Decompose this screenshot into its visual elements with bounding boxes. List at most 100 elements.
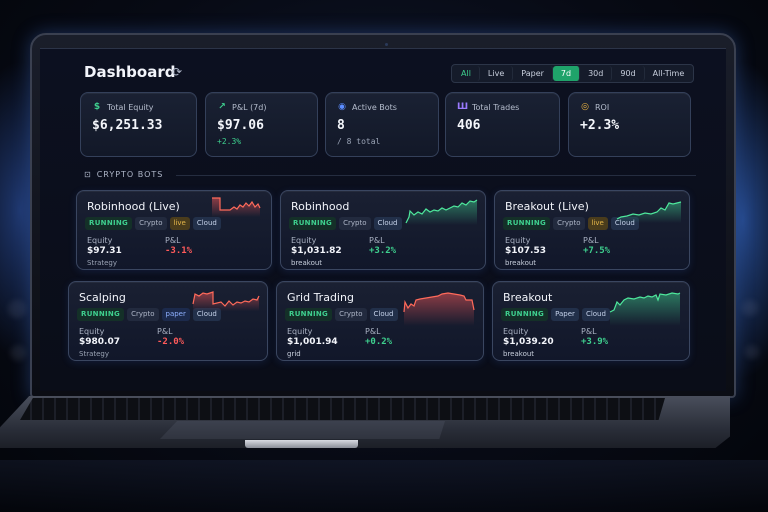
pnl-label: P&L [157, 327, 173, 336]
filter-paper[interactable]: Paper [513, 66, 553, 81]
pnl-label: P&L [365, 327, 381, 336]
market-tag: Crypto [127, 308, 159, 321]
stat-label: ROI [595, 102, 610, 112]
market-tag: Crypto [553, 217, 585, 230]
bokeh-light [10, 345, 26, 361]
sparkline-chart [212, 197, 261, 217]
market-tag: Crypto [335, 308, 367, 321]
stat-total: / 8 total [337, 137, 381, 146]
bot-card[interactable]: Breakout (Live) RUNNING Crypto live Clou… [494, 190, 690, 270]
mode-tag: live [587, 217, 608, 230]
bot-card[interactable]: Breakout RUNNING Paper Cloud Equity $1,0… [492, 281, 690, 361]
strategy-label: breakout [505, 259, 537, 267]
keyboard [20, 398, 665, 420]
sparkline-chart [405, 199, 478, 225]
host-tag: Cloud [581, 308, 610, 321]
strategy-label: Strategy [79, 350, 109, 358]
host-tag: Cloud [192, 217, 221, 230]
bot-name: Grid Trading [287, 291, 354, 304]
pnl-value: -3.1% [165, 246, 193, 256]
robot-icon: ⊡ [84, 170, 92, 179]
filter-all-time[interactable]: All-Time [652, 69, 685, 78]
refresh-icon[interactable]: ⟳ [172, 65, 183, 79]
host-tag: Cloud [369, 308, 398, 321]
equity-value: $980.07 [79, 337, 120, 347]
bar-chart-icon: Ш [457, 102, 469, 112]
stat-value: 406 [457, 118, 481, 133]
pnl-label: P&L [369, 236, 385, 245]
section-title: CRYPTO BOTS [96, 170, 164, 179]
stat-roi: ◎ ROI +2.3% [568, 92, 691, 157]
status-badge: RUNNING [503, 217, 551, 230]
stat-pnl-7d: ↗ P&L (7d) $97.06 +2.3% [205, 92, 318, 157]
sparkline-chart [192, 291, 260, 311]
market-tag: Crypto [339, 217, 371, 230]
equity-value: $1,001.94 [287, 337, 338, 347]
pnl-value: -2.0% [157, 337, 185, 347]
equity-value: $97.31 [87, 246, 122, 256]
strategy-label: Strategy [87, 259, 117, 267]
bot-name: Breakout [503, 291, 553, 304]
bot-card[interactable]: Scalping RUNNING Crypto paper Cloud Equi… [68, 281, 268, 361]
equity-label: Equity [505, 236, 531, 245]
stat-label: Total Equity [107, 102, 154, 112]
status-badge: RUNNING [501, 308, 549, 321]
equity-label: Equity [87, 236, 113, 245]
mode-tag: Paper [551, 308, 579, 321]
equity-label: Equity [503, 327, 529, 336]
stat-total-equity: $ Total Equity $6,251.33 [80, 92, 197, 157]
sparkline-chart [616, 201, 682, 223]
pnl-value: +3.9% [581, 337, 609, 347]
filter-7d[interactable]: 7d [552, 66, 581, 81]
lid-notch [245, 440, 358, 448]
strategy-label: breakout [503, 350, 535, 358]
bot-card[interactable]: Grid Trading RUNNING Crypto Cloud Equity… [276, 281, 484, 361]
dollar-icon: $ [93, 102, 101, 112]
roi-icon: ◎ [581, 102, 589, 112]
bot-card[interactable]: Robinhood (Live) RUNNING Crypto live Clo… [76, 190, 272, 270]
filter-live[interactable]: Live [480, 66, 514, 81]
trackpad [160, 421, 445, 439]
pnl-label: P&L [165, 236, 181, 245]
desk-reflection [0, 460, 768, 512]
stat-value: +2.3% [580, 118, 620, 133]
host-tag: Cloud [192, 308, 221, 321]
strategy-label: breakout [291, 259, 323, 267]
pnl-label: P&L [583, 236, 599, 245]
webcam [385, 43, 388, 46]
page-title: Dashboard [84, 63, 176, 81]
pnl-value: +0.2% [365, 337, 393, 347]
filter-all[interactable]: All [453, 66, 480, 81]
section-header: ⊡ CRYPTO BOTS [84, 170, 163, 179]
stat-value: $97.06 [217, 118, 264, 133]
status-badge: RUNNING [85, 217, 133, 230]
stat-value: 8 [337, 118, 345, 133]
equity-label: Equity [291, 236, 317, 245]
status-badge: RUNNING [77, 308, 125, 321]
equity-label: Equity [287, 327, 313, 336]
time-filter-bar: All Live Paper 7d 30d 90d All-Time [451, 64, 695, 83]
pnl-value: +3.2% [369, 246, 397, 256]
bokeh-light [8, 300, 26, 318]
equity-label: Equity [79, 327, 105, 336]
robot-icon: ◉ [338, 102, 346, 112]
stat-label: P&L (7d) [232, 102, 267, 112]
stat-label: Total Trades [472, 102, 520, 112]
strategy-label: grid [287, 350, 301, 358]
stat-label: Active Bots [352, 102, 397, 112]
filter-30d[interactable]: 30d [580, 66, 613, 81]
stat-change: +2.3% [217, 137, 242, 146]
sparkline-chart [403, 292, 475, 326]
bot-card[interactable]: Robinhood RUNNING Crypto Cloud Equity $1… [280, 190, 486, 270]
status-badge: RUNNING [289, 217, 337, 230]
filter-90d[interactable]: 90d [612, 66, 645, 81]
bokeh-light [742, 300, 758, 316]
stat-total-trades: Ш Total Trades 406 [445, 92, 560, 157]
bot-name: Scalping [79, 291, 126, 304]
bokeh-light [745, 345, 759, 359]
bot-name: Robinhood [291, 200, 350, 213]
bot-name: Breakout (Live) [505, 200, 589, 213]
trend-up-icon: ↗ [218, 102, 226, 112]
stat-active-bots: ◉ Active Bots 8 / 8 total [325, 92, 439, 157]
dashboard-screen: Dashboard ⟳ All Live Paper 7d 30d 90d Al… [40, 48, 726, 391]
